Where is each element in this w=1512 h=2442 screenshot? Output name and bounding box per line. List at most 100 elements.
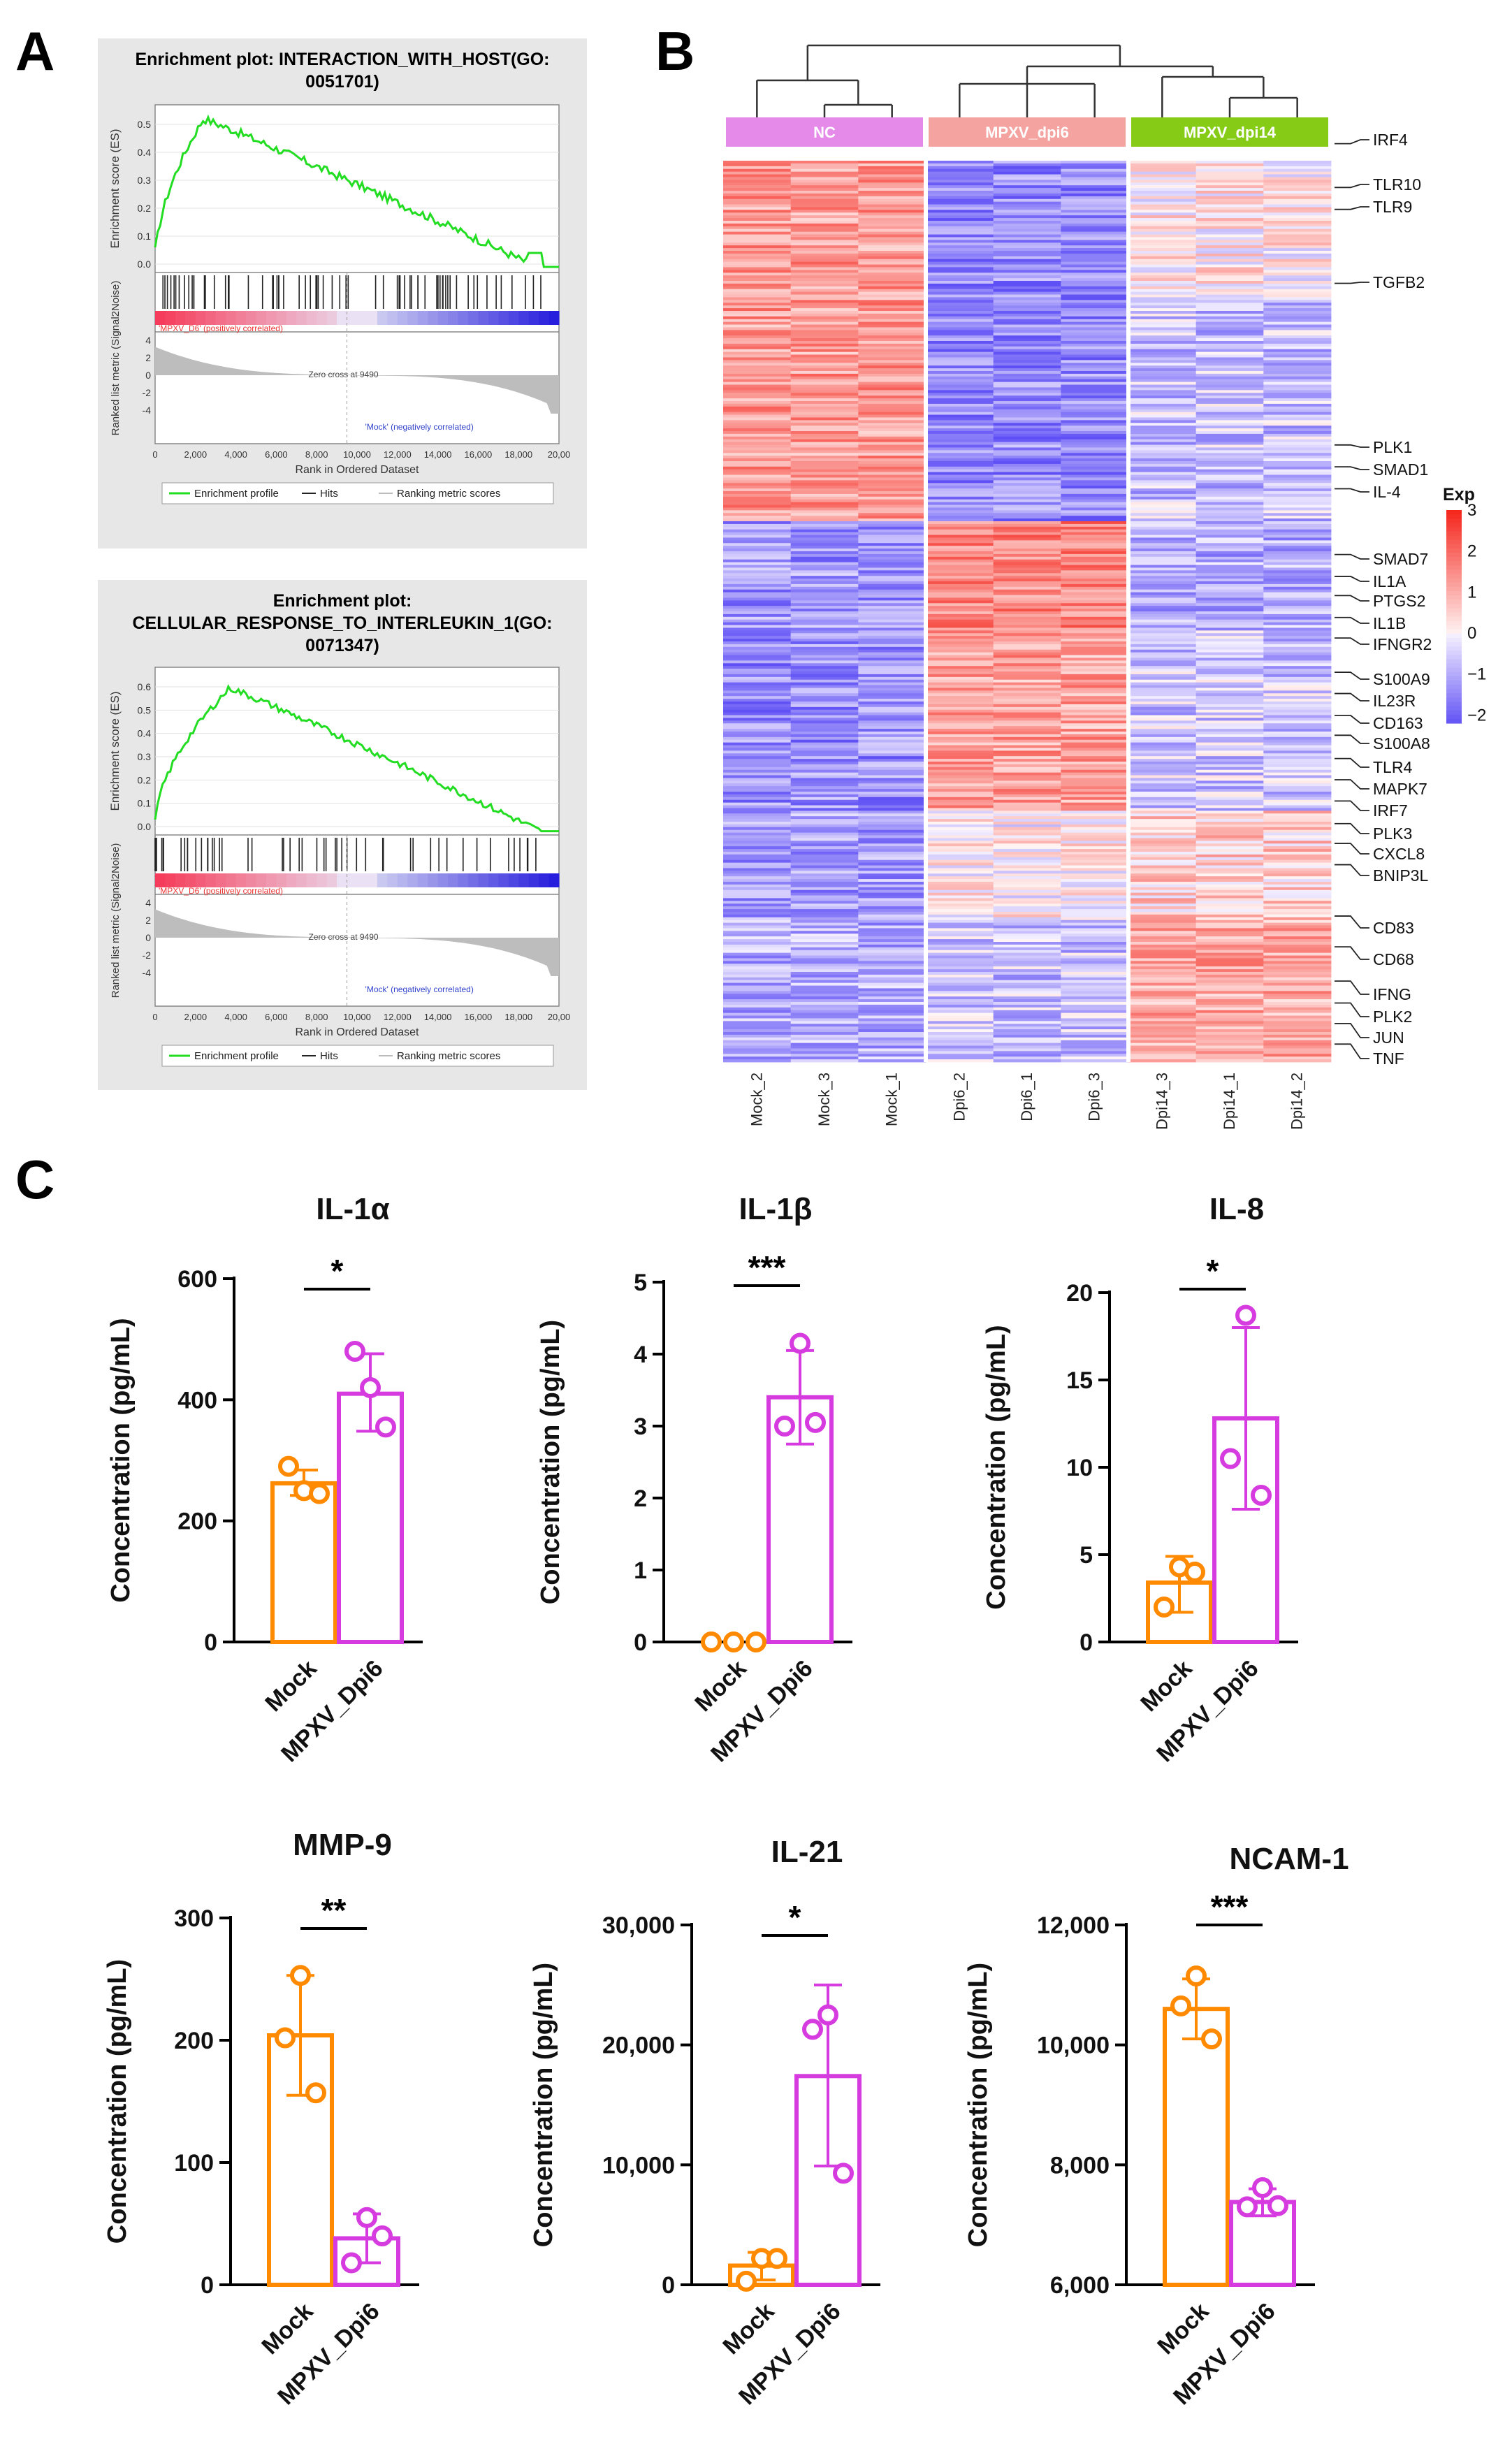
heatmap-cell [926,436,994,440]
heatmap-cell [1263,321,1332,325]
heatmap-cell [1061,387,1129,391]
heatmap-cell [790,660,859,664]
heatmap-cell [1195,619,1264,623]
heatmap-cell [993,543,1061,546]
heatmap-cell [993,532,1061,535]
heatmap-cell [1128,819,1197,822]
heatmap-cell [858,925,926,929]
heatmap-cell [790,393,859,396]
heatmap-cell [926,729,994,732]
heatmap-cell [993,999,1061,1003]
heatmap-cell [790,431,859,435]
heatmap-cell [1195,854,1264,858]
heatmap-cell [790,852,859,855]
heatmap-cell [1195,526,1264,530]
gsea-metric-tick: -4 [143,967,152,978]
heatmap-cell [1195,955,1264,959]
heatmap-cell [1195,865,1264,868]
heatmap-cell [993,261,1061,265]
heatmap-cell [926,474,994,478]
heatmap-cell [926,914,994,918]
heatmap-cell [858,696,926,699]
gsea-es-tick: 0.4 [138,147,152,158]
heatmap-cell [858,321,926,325]
heatmap-cell [1061,841,1129,844]
heatmap-cell [723,286,792,290]
heatmap-cell [926,559,994,563]
heatmap-cell [926,674,994,678]
heatmap-cell [1061,297,1129,300]
heatmap-cell [926,835,994,838]
heatmap-cell [1195,316,1264,320]
heatmap-cell [993,748,1061,751]
data-point [341,2252,362,2274]
heatmap-cell [858,1015,926,1019]
heatmap-cell [1061,198,1129,203]
heatmap-cell [1263,529,1332,533]
heatmap-cell [1061,616,1129,620]
heatmap-cell [1061,909,1129,913]
heatmap-cell [926,660,994,664]
gsea-es-tick: 0.1 [138,231,152,242]
heatmap-cell [1061,966,1129,970]
heatmap-cell [993,546,1061,549]
heatmap-cell [1061,794,1129,798]
heatmap-cell [926,264,994,268]
heatmap-cell [858,595,926,598]
heatmap-cell [1128,950,1197,954]
heatmap-cell [790,188,859,191]
heatmap-cell [993,884,1061,888]
heatmap-cell [858,720,926,724]
heatmap-cell [790,652,859,655]
heatmap-cell [1128,1048,1197,1052]
heatmap-cell [993,972,1061,975]
heatmap-cell [723,871,792,874]
data-point [805,1411,826,1433]
heatmap-cell [858,964,926,967]
heatmap-cell [790,516,859,519]
heatmap-cell [926,245,994,249]
heatmap-cell [1263,819,1332,822]
heatmap-cell [790,1004,859,1008]
heatmap-cell [1195,297,1264,300]
heatmap-cell [1061,201,1129,205]
heatmap-cell [723,606,792,609]
heatmap-cell [993,991,1061,994]
heatmap-cell [858,829,926,834]
heatmap-cell [1195,778,1264,781]
heatmap-cell [1263,772,1332,776]
heatmap-cell [723,966,792,970]
heatmap-legend-swatch [1446,518,1462,523]
gsea-rank-color [205,873,217,887]
heatmap-cell [1195,253,1264,257]
heatmap-cell [993,676,1061,681]
heatmap-cell [1061,1007,1129,1011]
heatmap-cell [790,982,859,986]
heatmap-cell [790,862,859,866]
heatmap-cell [926,903,994,907]
heatmap-cell [858,756,926,760]
heatmap-cell [1128,321,1197,325]
heatmap-cell [1128,261,1197,265]
heatmap-cell [1061,226,1129,230]
heatmap-cell [1128,619,1197,623]
heatmap-cell [926,387,994,391]
heatmap-cell [1263,854,1332,858]
y-tick-label: 5 [634,1270,647,1296]
heatmap-cell [723,196,792,200]
heatmap-cell [926,537,994,541]
heatmap-cell [858,559,926,563]
heatmap-cell [1061,223,1129,227]
heatmap-cell [993,772,1061,776]
heatmap-cell [790,895,859,899]
y-axis-label: Concentration (pg/mL) [103,1959,132,2244]
heatmap-cell [1128,729,1197,732]
heatmap-cell [1061,551,1129,555]
heatmap-cell [1263,586,1332,590]
heatmap-cell [926,228,994,233]
heatmap-cell [1195,491,1264,495]
gsea-rank-color [306,873,317,887]
gsea-plot-area [154,104,560,444]
heatmap-cell [1195,496,1264,500]
heatmap-cell [1195,1037,1264,1041]
